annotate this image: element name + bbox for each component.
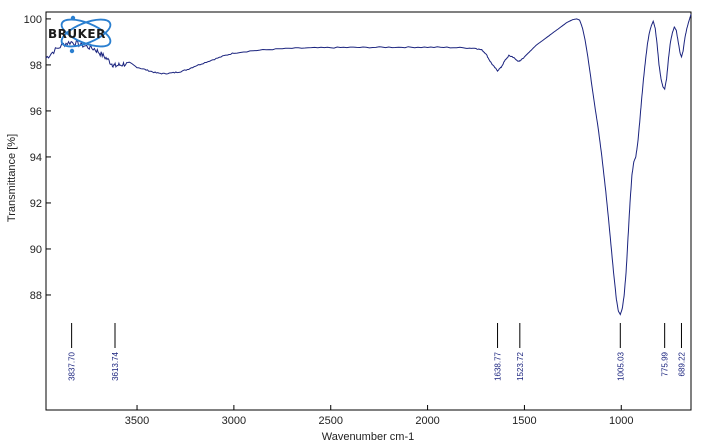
x-tick-label: 2500 (318, 415, 342, 427)
peak-label: 689.22 (677, 351, 686, 376)
bruker-logo: BRUKER (48, 15, 112, 54)
peak-label: 775.99 (661, 351, 670, 376)
x-axis: 3500 3000 2500 2000 1500 1000 (125, 405, 634, 427)
peak-label: 3837.70 (68, 351, 77, 380)
y-tick-label: 92 (30, 198, 42, 210)
y-tick-label: 88 (30, 290, 42, 302)
y-tick-label: 100 (24, 14, 42, 26)
peak-label: 1523.72 (516, 351, 525, 380)
x-tick-label: 3000 (222, 415, 246, 427)
peak-markers: 3837.70 3613.74 1638.77 1523.72 1005.03 775.9… (68, 323, 686, 381)
series-line (45, 14, 692, 316)
peak-label: 1638.77 (494, 351, 503, 380)
y-tick-label: 90 (30, 244, 42, 256)
y-tick-label: 98 (30, 60, 42, 72)
x-tick-label: 1000 (609, 415, 633, 427)
x-axis-title: Wavenumber cm-1 (322, 431, 415, 443)
peak-label: 1005.03 (616, 351, 625, 380)
y-axis: 88 90 92 94 96 98 100 (24, 14, 51, 302)
y-tick-label: 96 (30, 106, 42, 118)
series-group (45, 14, 692, 316)
x-tick-label: 3500 (125, 415, 149, 427)
atom-icon (60, 15, 112, 54)
y-tick-label: 94 (30, 152, 42, 164)
x-tick-label: 2000 (415, 415, 439, 427)
x-tick-label: 1500 (512, 415, 536, 427)
plot-frame (45, 11, 692, 411)
peak-label: 3613.74 (111, 351, 120, 380)
y-axis-title: Transmittance [%] (6, 134, 18, 222)
logo-text: BRUKER (48, 27, 106, 41)
